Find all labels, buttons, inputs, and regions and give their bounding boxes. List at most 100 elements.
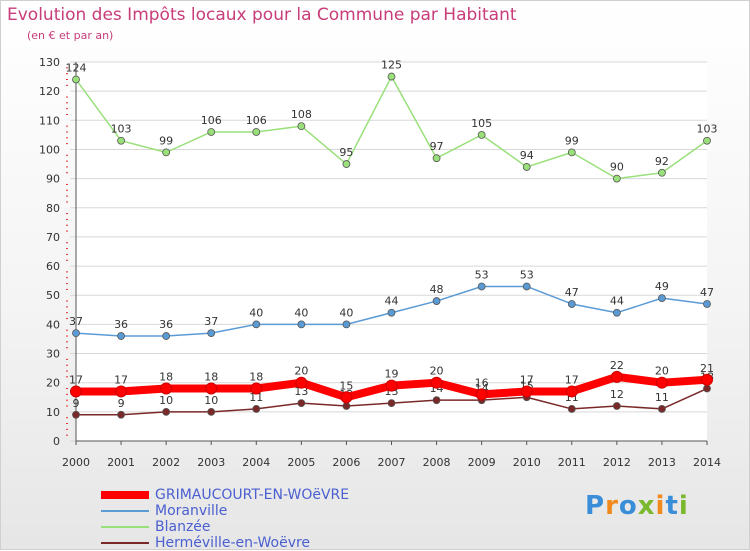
data-label-0-2003: 18 xyxy=(204,371,218,384)
data-label-1-2011: 47 xyxy=(565,286,579,299)
data-point-2-2009 xyxy=(477,130,486,139)
data-label-2-2000: 124 xyxy=(66,61,87,74)
y-tick-label-50: 50 xyxy=(46,289,60,302)
x-tick-label-2005: 2005 xyxy=(287,456,315,469)
data-point-1-2004 xyxy=(252,320,261,329)
data-label-2-2012: 90 xyxy=(610,161,624,174)
data-point-3-2007 xyxy=(387,399,396,408)
x-tick-label-2013: 2013 xyxy=(648,456,676,469)
data-label-3-2012: 12 xyxy=(610,388,624,401)
data-label-3-2005: 13 xyxy=(294,385,308,398)
data-label-0-2004: 18 xyxy=(249,371,263,384)
data-point-3-2011 xyxy=(567,405,576,413)
data-point-0-2002 xyxy=(160,382,173,395)
data-label-1-2007: 44 xyxy=(385,295,399,308)
data-label-1-2012: 44 xyxy=(610,295,624,308)
data-point-0-2007 xyxy=(385,379,398,392)
y-tick-label-10: 10 xyxy=(46,406,60,419)
data-label-2-2001: 103 xyxy=(111,123,132,136)
data-point-3-2001 xyxy=(117,410,125,419)
x-tick-label-2000: 2000 xyxy=(62,456,90,469)
y-tick-label-100: 100 xyxy=(39,143,60,156)
data-point-0-2005 xyxy=(295,376,308,389)
data-point-1-2008 xyxy=(432,297,441,305)
x-tick-label-2012: 2012 xyxy=(603,456,631,469)
y-tick-label-120: 120 xyxy=(39,85,60,98)
x-tick-label-2004: 2004 xyxy=(242,456,270,469)
data-point-3-2004 xyxy=(252,405,261,413)
data-point-1-2005 xyxy=(297,320,306,329)
legend-swatch-2 xyxy=(101,526,149,528)
data-point-0-2003 xyxy=(205,382,218,395)
x-tick-label-2001: 2001 xyxy=(107,456,135,469)
data-label-1-2001: 36 xyxy=(114,318,128,331)
legend-item-0: GRIMAUCOURT-EN-WOëVRE xyxy=(101,487,349,503)
data-label-1-2013: 49 xyxy=(655,280,669,293)
data-point-1-2001 xyxy=(117,332,125,340)
logo-letter: o xyxy=(618,491,638,521)
data-label-0-2008: 20 xyxy=(430,365,444,378)
data-label-0-2010: 17 xyxy=(520,373,534,386)
data-point-3-2005 xyxy=(297,399,306,408)
logo-letter: i xyxy=(678,491,689,521)
data-point-3-2000 xyxy=(72,410,80,419)
data-point-2-2001 xyxy=(117,136,125,145)
x-tick-label-2011: 2011 xyxy=(558,456,586,469)
data-label-2-2005: 108 xyxy=(291,108,312,121)
data-point-2-2011 xyxy=(567,148,576,157)
x-tick-label-2003: 2003 xyxy=(197,456,225,469)
legend-swatch-0 xyxy=(101,491,149,499)
data-label-0-2006: 15 xyxy=(339,379,353,392)
data-point-1-2006 xyxy=(342,320,351,329)
legend-item-3: Herméville-en-Woëvre xyxy=(101,535,349,551)
data-label-1-2009: 53 xyxy=(475,268,489,281)
data-label-3-2013: 11 xyxy=(655,391,669,404)
data-label-0-2000: 17 xyxy=(69,373,83,386)
data-label-1-2006: 40 xyxy=(339,306,353,319)
data-point-0-2011 xyxy=(565,385,578,398)
data-point-2-2006 xyxy=(342,160,351,168)
data-label-1-2002: 36 xyxy=(159,318,173,331)
legend-swatch-1 xyxy=(101,510,149,512)
data-label-1-2004: 40 xyxy=(249,306,263,319)
data-label-3-2003: 10 xyxy=(204,394,218,407)
data-point-1-2012 xyxy=(612,308,621,317)
data-label-0-2012: 22 xyxy=(610,359,624,372)
data-point-2-2002 xyxy=(162,148,171,157)
y-tick-label-70: 70 xyxy=(46,231,60,244)
data-point-2-2000 xyxy=(72,75,80,84)
data-point-3-2013 xyxy=(658,405,666,413)
data-point-1-2000 xyxy=(72,329,80,338)
data-point-1-2014 xyxy=(703,300,711,308)
legend-label-2: Blanzée xyxy=(155,519,211,535)
data-label-2-2003: 106 xyxy=(201,114,222,127)
y-tick-label-20: 20 xyxy=(46,377,60,390)
data-point-2-2010 xyxy=(522,163,531,171)
data-label-1-2000: 37 xyxy=(69,315,83,328)
data-label-0-2002: 18 xyxy=(159,371,173,384)
data-label-2-2008: 97 xyxy=(430,140,444,153)
data-point-1-2003 xyxy=(207,329,216,338)
y-tick-label-40: 40 xyxy=(46,318,60,331)
data-point-2-2004 xyxy=(252,128,261,136)
data-label-0-2009: 16 xyxy=(475,376,489,389)
data-label-2-2013: 92 xyxy=(655,155,669,168)
data-point-2-2007 xyxy=(387,72,396,81)
data-label-2-2007: 125 xyxy=(381,59,402,72)
data-point-1-2002 xyxy=(162,332,171,340)
data-point-0-2006 xyxy=(340,391,353,404)
legend: GRIMAUCOURT-EN-WOëVRE Moranville Blanzée He… xyxy=(101,487,349,551)
data-point-0-2014 xyxy=(701,373,713,386)
data-point-0-2013 xyxy=(655,376,668,389)
data-label-1-2008: 48 xyxy=(430,283,444,296)
y-tick-label-60: 60 xyxy=(46,260,60,273)
data-point-0-2012 xyxy=(610,370,623,383)
data-label-2-2010: 94 xyxy=(520,149,534,162)
data-label-3-2001: 9 xyxy=(118,397,125,410)
data-point-0-2004 xyxy=(250,382,263,395)
y-tick-label-0: 0 xyxy=(53,435,60,448)
data-point-2-2013 xyxy=(658,168,666,177)
data-point-1-2013 xyxy=(658,294,666,303)
